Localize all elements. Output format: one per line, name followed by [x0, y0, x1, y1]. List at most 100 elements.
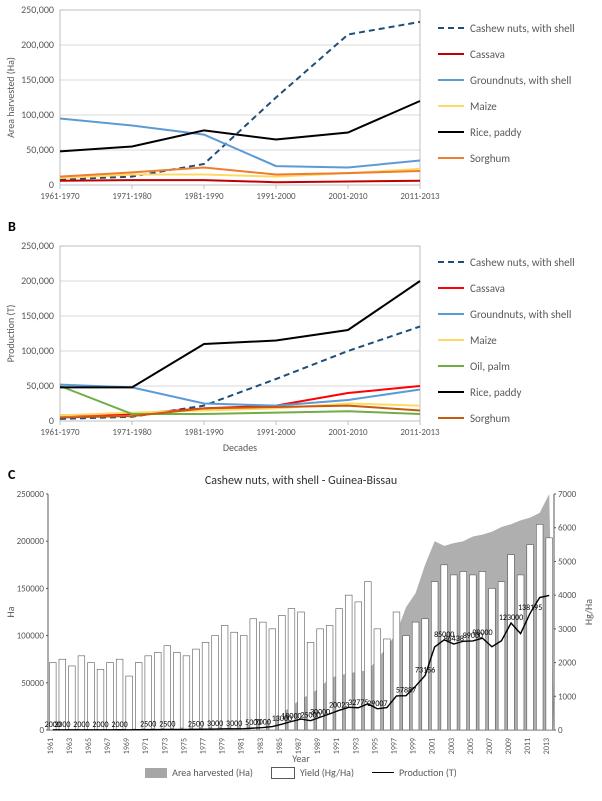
legend-item: Cassava: [438, 278, 598, 298]
svg-text:2011: 2011: [523, 738, 533, 754]
svg-text:1000: 1000: [558, 691, 577, 702]
legend-swatch: [438, 105, 464, 107]
legend-swatch: [438, 79, 464, 81]
svg-text:30000: 30000: [310, 707, 330, 717]
svg-text:2007: 2007: [485, 738, 495, 754]
svg-text:18000: 18000: [281, 712, 301, 722]
svg-text:20023: 20023: [329, 700, 349, 710]
svg-text:57887: 57887: [396, 686, 416, 696]
svg-text:7000: 7000: [255, 718, 271, 728]
svg-text:2500: 2500: [140, 720, 156, 730]
svg-text:1961: 1961: [46, 738, 56, 754]
svg-text:2500: 2500: [159, 719, 175, 729]
legend-swatch: [438, 313, 464, 315]
svg-text:100,000: 100,000: [21, 344, 54, 357]
chart-b-legend: Cashew nuts, with shellCassavaGroundnuts…: [438, 252, 598, 434]
svg-text:29007: 29007: [367, 699, 387, 709]
svg-text:2011-2013: 2011-2013: [400, 191, 440, 202]
legend-line-label: Production (T): [399, 766, 457, 779]
svg-text:6000: 6000: [558, 523, 577, 534]
legend-item: Oil, palm: [438, 356, 598, 376]
svg-text:2000: 2000: [111, 720, 127, 730]
svg-text:1997: 1997: [389, 738, 399, 754]
legend-label: Cashew nuts, with shell: [470, 256, 575, 269]
chart-a-container: 050,000100,000150,000200,000250,0001961-…: [0, 0, 602, 218]
svg-text:1991-2000: 1991-2000: [256, 191, 296, 202]
legend-swatch: [438, 287, 464, 289]
svg-text:200000: 200000: [17, 536, 45, 547]
svg-text:100,000: 100,000: [21, 108, 54, 121]
svg-text:2003: 2003: [447, 738, 457, 754]
svg-text:32775: 32775: [348, 698, 368, 708]
legend-swatch: [438, 391, 464, 393]
svg-text:50000: 50000: [21, 678, 44, 689]
legend-label: Cassava: [470, 48, 505, 61]
svg-text:3000: 3000: [558, 624, 577, 635]
legend-item: Sorghum: [438, 148, 598, 168]
legend-swatch: [438, 261, 464, 263]
legend-label: Oil, palm: [470, 360, 510, 373]
svg-text:0: 0: [558, 725, 563, 736]
svg-text:1981: 1981: [237, 738, 247, 754]
svg-text:2001-2010: 2001-2010: [328, 427, 368, 438]
svg-text:123000: 123000: [499, 613, 523, 623]
legend-label: Maize: [470, 334, 497, 347]
legend-bar: Yield (Hg/Ha): [271, 766, 354, 779]
svg-text:0: 0: [49, 414, 54, 427]
legend-label: Rice, paddy: [470, 386, 521, 399]
svg-text:1987: 1987: [294, 738, 304, 754]
svg-text:1991: 1991: [332, 738, 342, 754]
svg-text:2013: 2013: [542, 738, 552, 754]
legend-swatch: [438, 157, 464, 159]
svg-text:2000: 2000: [558, 658, 577, 669]
svg-text:50,000: 50,000: [26, 379, 54, 392]
svg-text:7000: 7000: [558, 489, 577, 500]
legend-label: Sorghum: [470, 152, 510, 165]
svg-text:1963: 1963: [65, 738, 75, 754]
chart-c-container: C Cashew nuts, with shell - Guinea-Bissa…: [0, 466, 602, 766]
legend-line: Production (T): [372, 766, 457, 779]
legend-item: Maize: [438, 96, 598, 116]
svg-text:Ha: Ha: [4, 606, 17, 617]
legend-label: Maize: [470, 100, 497, 113]
legend-item: Groundnuts, with shell: [438, 70, 598, 90]
svg-text:200,000: 200,000: [21, 274, 54, 287]
panel-c-label: C: [8, 466, 15, 483]
svg-text:1991-2000: 1991-2000: [256, 427, 296, 438]
svg-text:1971-1980: 1971-1980: [112, 191, 152, 202]
line-swatch: [372, 772, 394, 773]
svg-text:2011-2013: 2011-2013: [400, 427, 440, 438]
svg-text:250000: 250000: [17, 489, 45, 500]
legend-item: Cassava: [438, 44, 598, 64]
svg-text:1961-1970: 1961-1970: [40, 427, 80, 438]
svg-text:86438: 86438: [444, 634, 464, 644]
svg-text:2001: 2001: [428, 738, 438, 754]
svg-text:1967: 1967: [103, 738, 113, 754]
svg-text:250,000: 250,000: [21, 3, 54, 16]
legend-item: Cashew nuts, with shell: [438, 252, 598, 272]
svg-text:138195: 138195: [518, 603, 542, 613]
legend-label: Sorghum: [470, 412, 510, 425]
legend-label: Rice, paddy: [470, 126, 521, 139]
svg-text:1971: 1971: [141, 738, 151, 754]
svg-text:1981-1990: 1981-1990: [184, 191, 224, 202]
svg-text:1961-1970: 1961-1970: [40, 191, 80, 202]
svg-text:1985: 1985: [275, 738, 285, 754]
svg-text:Production (T): Production (T): [4, 305, 17, 363]
svg-text:1999: 1999: [409, 738, 419, 754]
svg-text:2005: 2005: [466, 738, 476, 754]
chart-c-legend: Area harvested (Ha) Yield (Hg/Ha) Produc…: [0, 766, 602, 779]
legend-item: Cashew nuts, with shell: [438, 18, 598, 38]
legend-area: Area harvested (Ha): [145, 766, 253, 779]
svg-text:2001-2010: 2001-2010: [328, 191, 368, 202]
legend-label: Cassava: [470, 282, 505, 295]
svg-text:2000: 2000: [92, 720, 108, 730]
svg-text:1975: 1975: [179, 738, 189, 754]
legend-item: Maize: [438, 330, 598, 350]
legend-label: Groundnuts, with shell: [470, 74, 571, 87]
svg-text:150,000: 150,000: [21, 309, 54, 322]
chart-a-legend: Cashew nuts, with shell Cassava Groundnuts…: [438, 18, 598, 174]
legend-swatch: [438, 365, 464, 367]
svg-text:0: 0: [49, 178, 54, 191]
bar-swatch: [271, 767, 295, 779]
